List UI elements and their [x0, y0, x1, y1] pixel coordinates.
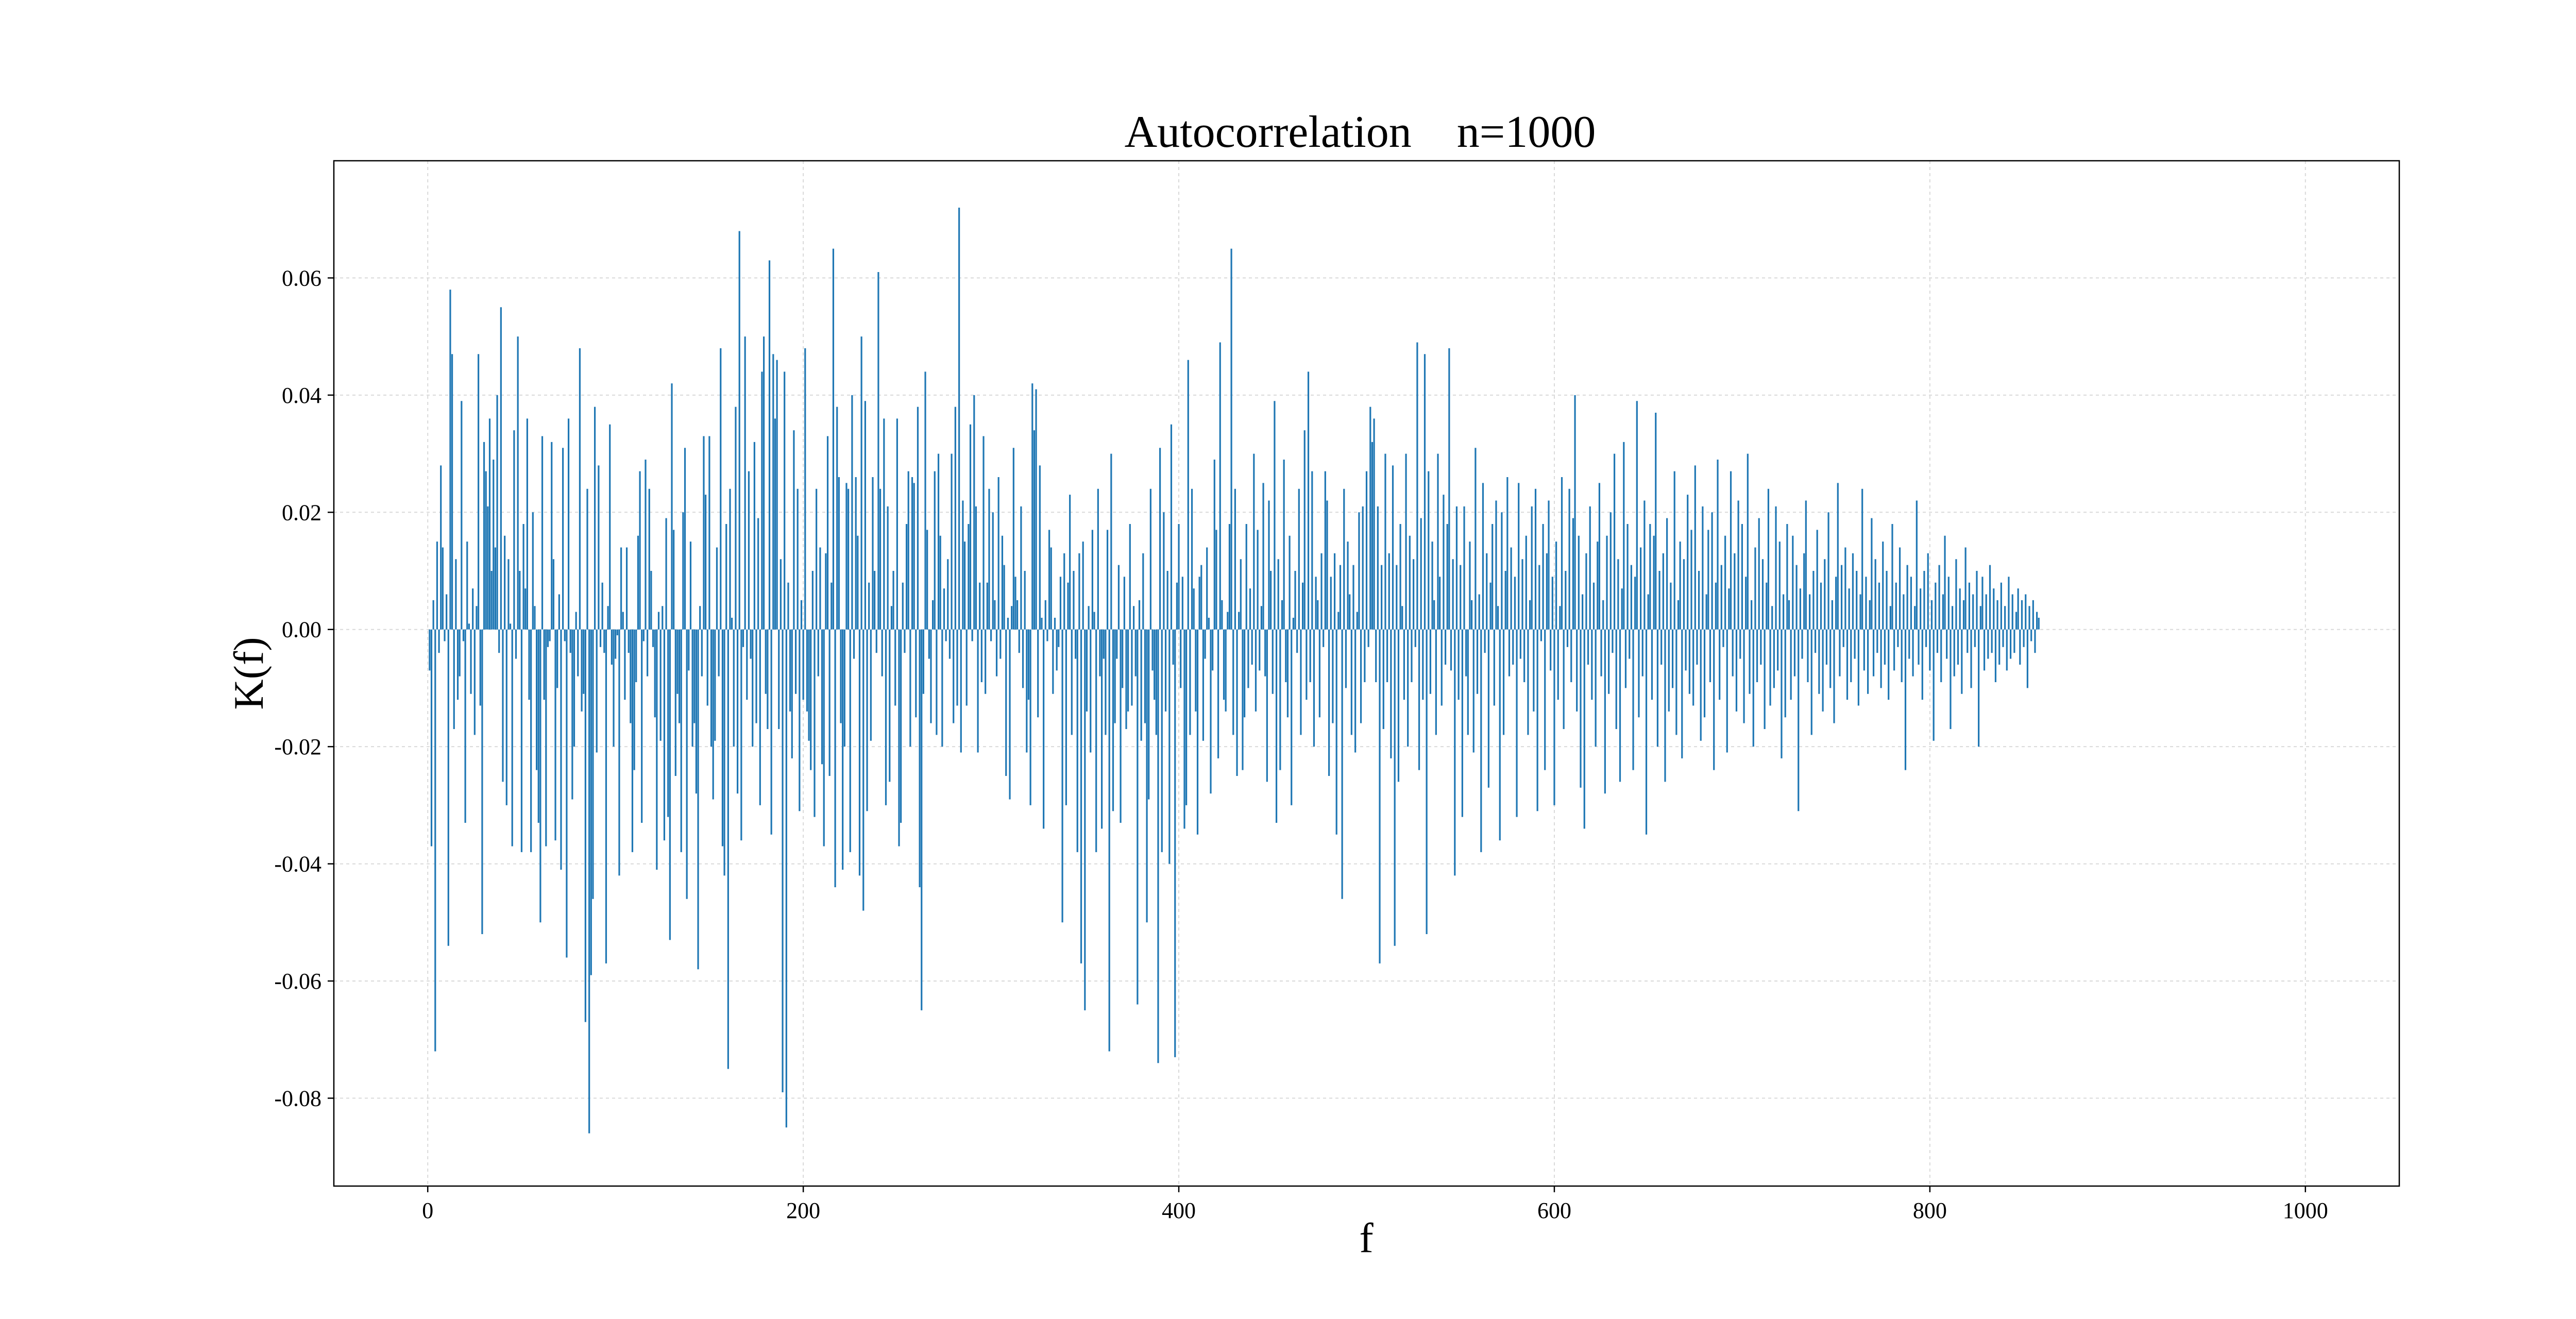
y-tick-label: -0.02: [274, 734, 321, 759]
x-tick-label: 400: [1162, 1198, 1196, 1223]
x-axis-ticks: 0 200 400 600 800 1000: [422, 1186, 2328, 1223]
x-tick-label: 200: [786, 1198, 820, 1223]
x-axis-label: f: [1359, 1214, 1374, 1261]
plot-frame: [333, 160, 2400, 1187]
grid-lines: [334, 161, 2399, 1186]
x-tick-label: 600: [1537, 1198, 1571, 1223]
x-tick-label: 800: [1913, 1198, 1947, 1223]
y-tick-label: -0.08: [274, 1086, 321, 1111]
y-tick-label: -0.06: [274, 969, 321, 994]
chart-title: Autocorrelation n=1000: [1125, 107, 1596, 157]
y-axis-label: K(f): [225, 637, 272, 709]
y-tick-label: 0.02: [282, 500, 321, 525]
bar-series: [429, 207, 2040, 1134]
y-axis-ticks: -0.08 -0.06 -0.04 -0.02 0.00 0.02 0.04 0.06: [274, 265, 334, 1111]
y-tick-label: 0.00: [282, 617, 321, 642]
x-tick-label: 0: [422, 1198, 433, 1223]
y-tick-label: 0.04: [282, 383, 321, 408]
y-tick-label: 0.06: [282, 265, 321, 291]
y-tick-label: -0.04: [274, 852, 321, 877]
x-tick-label: 1000: [2283, 1198, 2328, 1223]
